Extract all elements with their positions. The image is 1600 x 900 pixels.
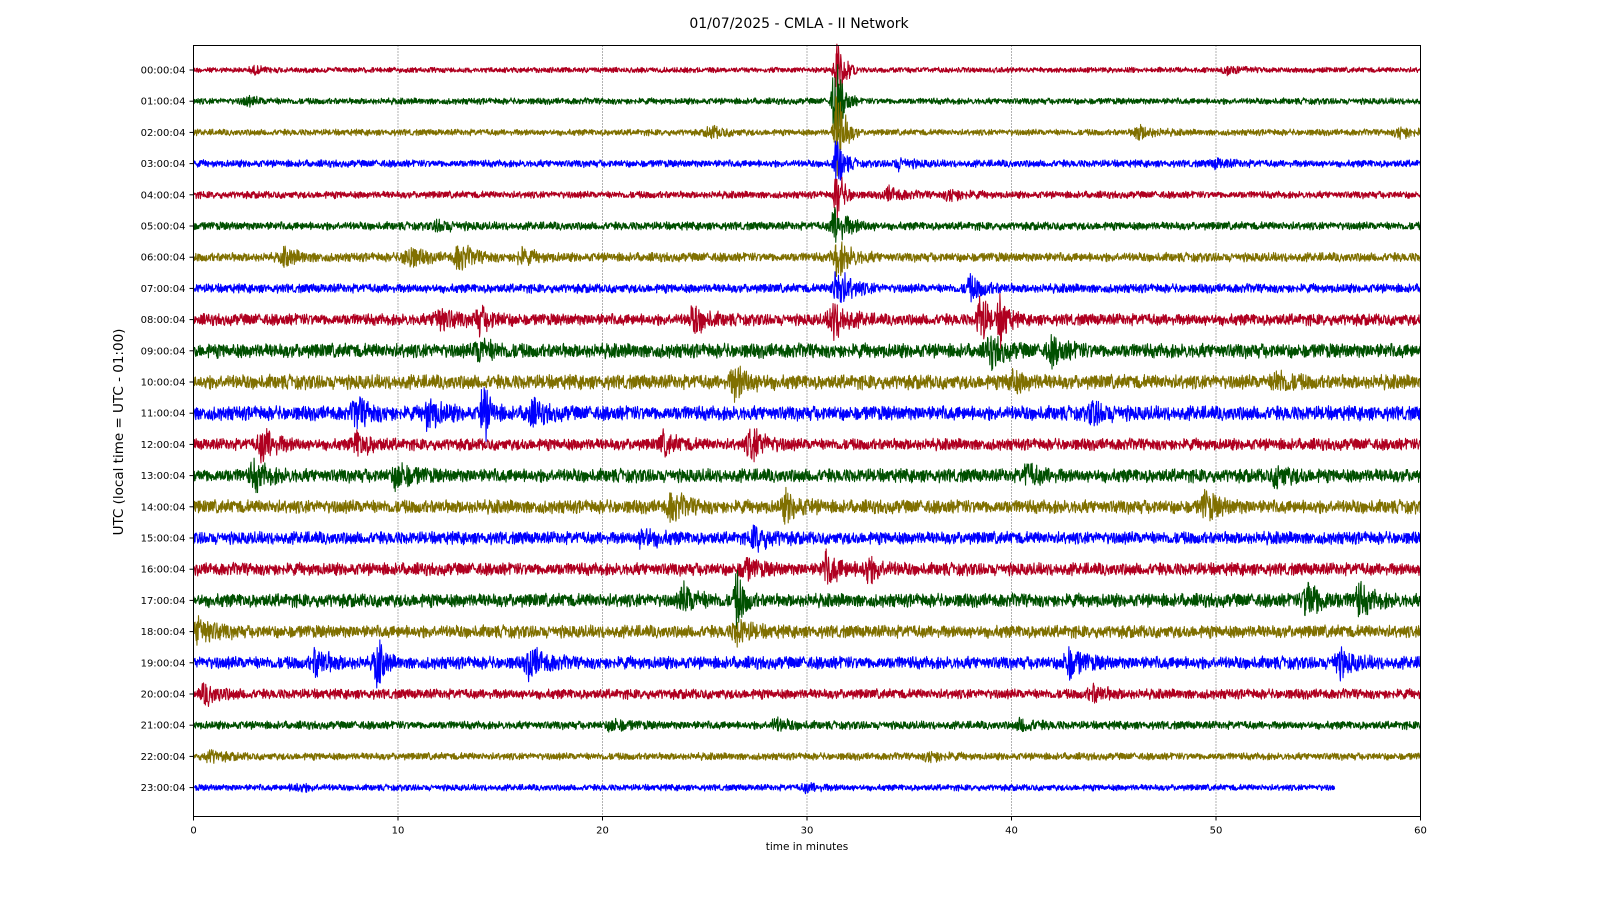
y-axis-ticks: 00:00:04 01:00:04 02:00:04 03:00:04 04:00:04… [141,66,194,794]
y-tick-label: 07:00:04 [141,284,186,295]
traces [192,43,1422,795]
y-tick-label: 08:00:04 [141,315,186,326]
y-tick-label: 06:00:04 [141,253,186,264]
trace-13-00-04 [193,457,1422,494]
y-tick-label: 05:00:04 [141,222,186,233]
y-tick-label: 16:00:04 [141,565,186,576]
y-tick-label: 01:00:04 [141,97,186,108]
x-axis-label: time in minutes [766,841,848,853]
x-tick-label: 50 [1210,826,1223,837]
y-tick-label: 23:00:04 [141,783,186,794]
y-tick-label: 04:00:04 [141,190,186,201]
x-tick-label: 30 [801,826,814,837]
x-tick-label: 10 [392,826,405,837]
y-tick-label: 10:00:04 [141,378,186,389]
trace-09-00-04 [192,334,1422,372]
y-tick-label: 22:00:04 [141,752,186,763]
trace-06-00-04 [192,241,1422,277]
trace-17-00-04 [192,570,1422,630]
y-tick-label: 19:00:04 [141,658,186,669]
y-tick-label: 20:00:04 [141,690,186,701]
y-tick-label: 15:00:04 [141,534,186,545]
x-tick-label: 40 [1005,826,1018,837]
grid-lines [397,45,1217,817]
y-tick-label: 02:00:04 [141,128,186,139]
y-tick-label: 00:00:04 [141,66,186,77]
trace-01-00-04 [192,64,1422,138]
trace-07-00-04 [193,271,1422,304]
trace-14-00-04 [192,486,1421,525]
x-tick-label: 0 [190,826,196,837]
trace-23-00-04 [192,781,1336,795]
trace-00-00-04 [193,43,1422,105]
y-tick-label: 11:00:04 [141,409,186,420]
trace-02-00-04 [193,96,1422,177]
y-tick-label: 03:00:04 [141,159,186,170]
y-tick-label: 13:00:04 [141,471,186,482]
trace-12-00-04 [192,427,1421,464]
y-tick-label: 21:00:04 [141,721,186,732]
y-axis-label: UTC (local time = UTC - 01:00) [111,329,127,536]
trace-11-00-04 [192,387,1422,442]
trace-16-00-04 [192,548,1422,585]
trace-18-00-04 [193,615,1422,648]
y-tick-label: 14:00:04 [141,502,186,513]
trace-22-00-04 [193,749,1422,764]
y-tick-label: 18:00:04 [141,627,186,638]
x-tick-label: 60 [1414,826,1427,837]
trace-10-00-04 [192,365,1422,403]
chart-title: 01/07/2025 - CMLA - II Network [689,16,909,32]
x-tick-label: 20 [596,826,609,837]
trace-08-00-04 [192,292,1421,350]
trace-19-00-04 [192,639,1421,689]
trace-20-00-04 [193,682,1422,708]
trace-04-00-04 [193,176,1422,220]
trace-05-00-04 [192,206,1422,243]
trace-21-00-04 [192,716,1422,733]
y-tick-label: 17:00:04 [141,596,186,607]
y-tick-label: 09:00:04 [141,346,186,357]
trace-03-00-04 [192,140,1422,182]
y-tick-label: 12:00:04 [141,440,186,451]
trace-15-00-04 [192,524,1422,553]
x-axis-ticks: 0 10 20 30 40 50 60 [190,816,1427,837]
